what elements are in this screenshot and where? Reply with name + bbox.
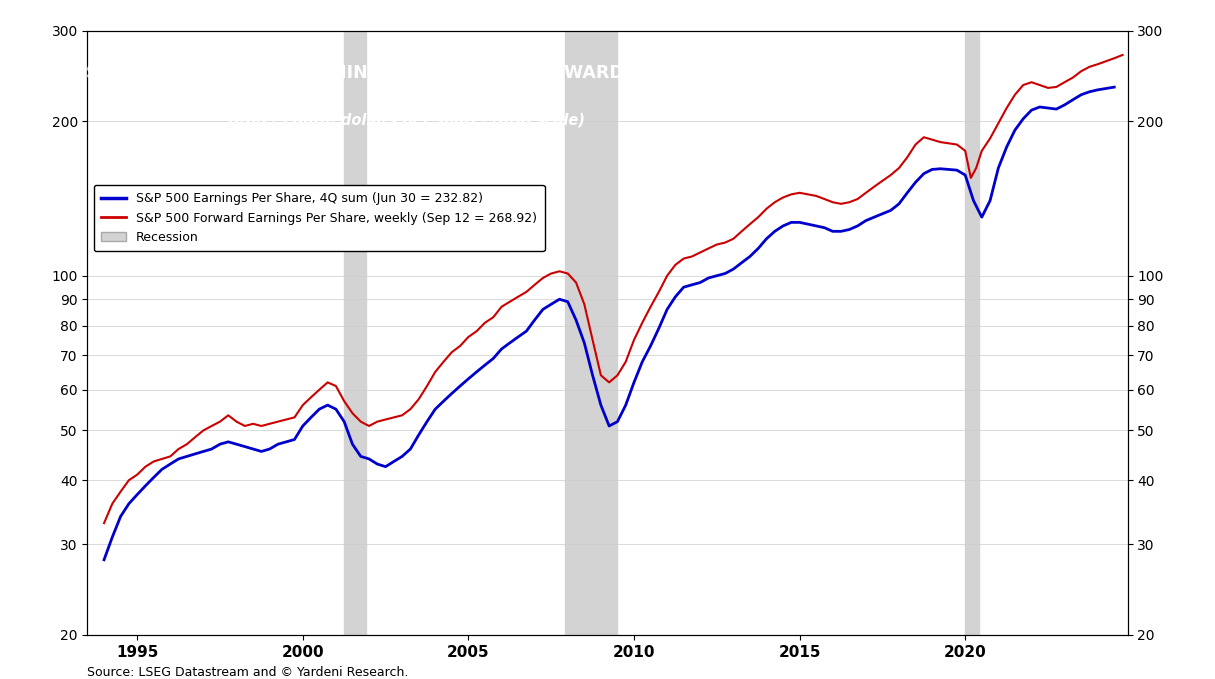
Bar bbox=[965, 31, 979, 635]
Text: S&P 500 OPERATING EARNINGS PER SHARE: FORWARD & ACTUAL: S&P 500 OPERATING EARNINGS PER SHARE: FO… bbox=[86, 64, 727, 82]
Bar bbox=[344, 31, 367, 635]
Legend: S&P 500 Earnings Per Share, 4Q sum (Jun 30 = 232.82), S&P 500 Forward Earnings P: S&P 500 Earnings Per Share, 4Q sum (Jun … bbox=[94, 185, 544, 251]
Text: Source: LSEG Datastream and © Yardeni Research.: Source: LSEG Datastream and © Yardeni Re… bbox=[87, 665, 409, 678]
Text: (I/B/E/S data, dollars per share, ratio scale): (I/B/E/S data, dollars per share, ratio … bbox=[228, 113, 584, 128]
Bar bbox=[565, 31, 617, 635]
